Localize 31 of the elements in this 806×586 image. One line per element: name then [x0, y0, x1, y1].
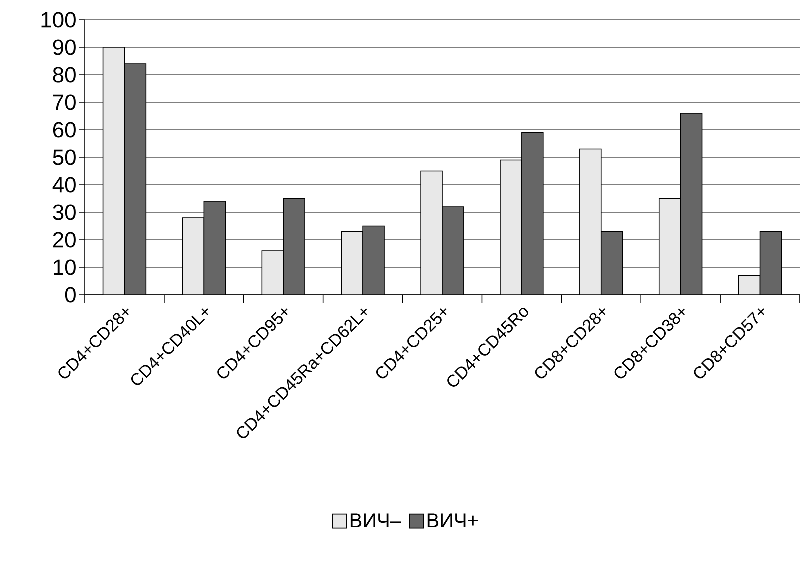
bar [580, 149, 602, 295]
bar [204, 201, 226, 295]
bar [284, 198, 306, 295]
bar [601, 232, 623, 295]
bar [262, 250, 284, 295]
y-tick-label: 80 [53, 67, 76, 83]
bar [124, 64, 146, 295]
legend-label: ВИЧ+ [428, 514, 478, 528]
bar [363, 226, 385, 295]
bar [680, 113, 702, 295]
y-tick-label: 100 [42, 12, 76, 28]
bar [421, 171, 442, 295]
bar [659, 198, 681, 295]
y-tick-label: 0 [65, 287, 76, 303]
legend-label: ВИЧ– [350, 514, 402, 528]
y-tick-label: 10 [54, 260, 76, 276]
y-tick-label: 70 [53, 94, 76, 110]
bar [442, 206, 464, 295]
y-tick-label: 60 [53, 122, 76, 138]
bar [103, 47, 125, 295]
bar [342, 232, 364, 295]
bar [738, 275, 761, 295]
y-tick-label: 30 [53, 204, 76, 220]
y-tick-label: 90 [53, 40, 76, 56]
bar [760, 231, 782, 295]
bar [182, 218, 204, 295]
y-tick-label: 40 [52, 177, 76, 193]
y-tick-label: 20 [53, 232, 76, 248]
bar [500, 160, 522, 295]
y-tick-label: 50 [53, 150, 76, 166]
bar [522, 132, 544, 295]
